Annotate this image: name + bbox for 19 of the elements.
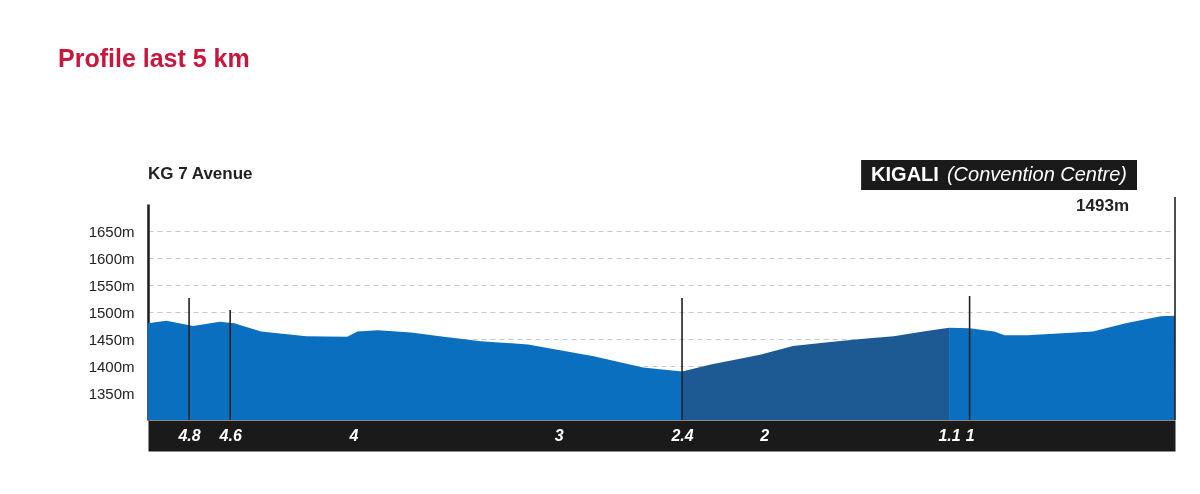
- y-tick-label: 1650m: [88, 222, 135, 240]
- annotation: 1493m: [1076, 196, 1129, 215]
- y-tick-label: 1350m: [88, 384, 135, 402]
- y-tick-label: 1400m: [88, 357, 135, 375]
- y-tick-label: 1500m: [88, 303, 135, 321]
- x-tick-label: 2.4: [670, 427, 694, 444]
- x-tick-label: 3: [554, 427, 564, 444]
- x-tick-label: 1: [965, 427, 975, 444]
- text: KG 7 Avenue: [148, 164, 253, 183]
- y-tick-label: 1450m: [88, 330, 135, 348]
- x-tick-label: 2: [759, 427, 770, 444]
- y-tick-label: 1550m: [88, 276, 135, 294]
- x-tick-label: 4: [348, 427, 359, 444]
- x-tick-label: 1.1: [938, 427, 961, 444]
- text: KIGALI (Convention Centre): [871, 163, 1127, 185]
- x-tick-label: 4.8: [177, 427, 201, 444]
- y-tick-label: 1600m: [88, 249, 135, 267]
- x-tick-label: 4.6: [218, 427, 242, 444]
- chart-title: Profile last 5 km: [58, 44, 250, 72]
